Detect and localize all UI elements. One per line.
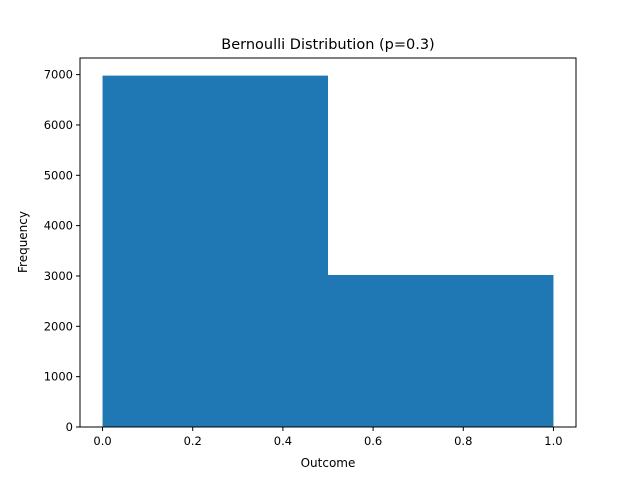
x-tick-label: 1.0: [544, 434, 562, 448]
y-tick-label: 5000: [44, 168, 73, 182]
y-tick-label: 7000: [44, 68, 73, 82]
x-tick-label: 0.6: [364, 434, 382, 448]
axes-frame: [79, 57, 577, 428]
histogram-bar-1: [328, 274, 554, 427]
y-tick-label: 3000: [44, 269, 73, 283]
bars-group: [102, 75, 554, 427]
chart-title: Bernoulli Distribution (p=0.3): [221, 37, 434, 53]
x-tick-label: 0.8: [454, 434, 472, 448]
y-tick-label: 0: [66, 420, 73, 434]
y-tick-label: 6000: [44, 118, 73, 132]
y-tick-label: 2000: [44, 319, 73, 333]
y-tick-label: 4000: [44, 219, 73, 233]
x-ticks-group: 0.0 0.2 0.4 0.6 0.8 1.0: [93, 427, 563, 448]
x-axis-label: Outcome: [301, 456, 356, 470]
x-tick-label: 0.2: [184, 434, 202, 448]
x-tick-label: 0.0: [93, 434, 111, 448]
y-ticks-group: 0 1000 2000 3000 4000 5000 6000 7000: [44, 68, 80, 434]
x-tick-label: 0.4: [274, 434, 292, 448]
histogram-bar-0: [102, 75, 328, 427]
y-tick-label: 1000: [44, 370, 73, 384]
y-axis-label: Frequency: [16, 211, 30, 273]
